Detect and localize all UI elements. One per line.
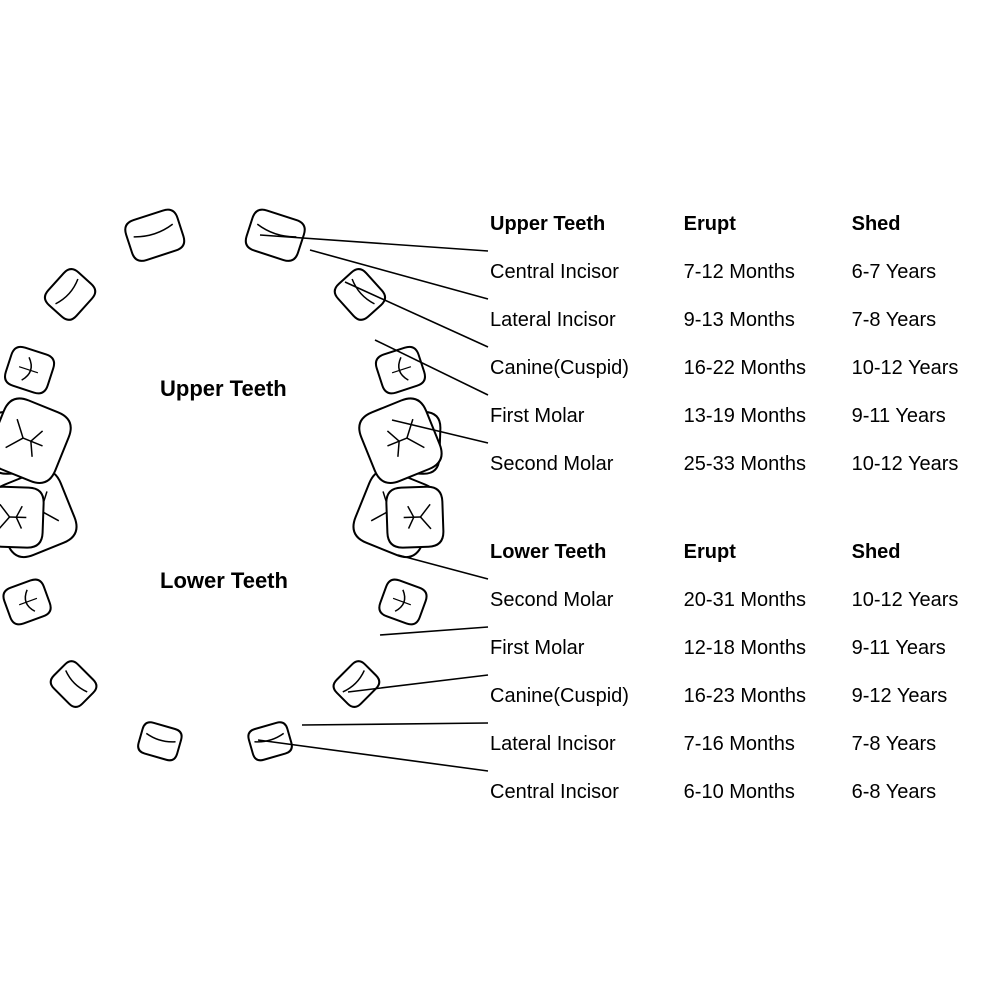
- lower-col-erupt: Erupt: [684, 528, 852, 576]
- cell-name: Second Molar: [490, 440, 684, 488]
- cell-erupt: 20-31 Months: [684, 576, 852, 624]
- table-row: Second Molar25-33 Months10-12 Years: [490, 440, 1001, 488]
- teeth-svg: [0, 0, 1001, 1001]
- lower-col-name: Lower Teeth: [490, 528, 684, 576]
- upper-title: Upper Teeth: [160, 376, 287, 402]
- cell-shed: 9-12 Years: [852, 672, 1001, 720]
- cell-shed: 9-11 Years: [852, 392, 1001, 440]
- table-row: Lateral Incisor9-13 Months7-8 Years: [490, 296, 1001, 344]
- upper-col-shed: Shed: [852, 200, 1001, 248]
- cell-erupt: 7-16 Months: [684, 720, 852, 768]
- lower-header-row: Lower Teeth Erupt Shed: [490, 528, 1001, 576]
- cell-shed: 10-12 Years: [852, 344, 1001, 392]
- dental-chart: { "type": "anatomical-diagram", "backgro…: [0, 0, 1001, 1001]
- cell-erupt: 7-12 Months: [684, 248, 852, 296]
- cell-shed: 6-8 Years: [852, 768, 1001, 816]
- cell-name: Canine(Cuspid): [490, 672, 684, 720]
- cell-name: Second Molar: [490, 576, 684, 624]
- cell-shed: 9-11 Years: [852, 624, 1001, 672]
- cell-erupt: 16-22 Months: [684, 344, 852, 392]
- cell-shed: 7-8 Years: [852, 296, 1001, 344]
- cell-shed: 10-12 Years: [852, 576, 1001, 624]
- cell-name: Lateral Incisor: [490, 296, 684, 344]
- cell-erupt: 6-10 Months: [684, 768, 852, 816]
- cell-name: Canine(Cuspid): [490, 344, 684, 392]
- table-row: Central Incisor7-12 Months6-7 Years: [490, 248, 1001, 296]
- table-row: Canine(Cuspid)16-23 Months9-12 Years: [490, 672, 1001, 720]
- cell-name: Central Incisor: [490, 768, 684, 816]
- cell-erupt: 9-13 Months: [684, 296, 852, 344]
- upper-col-erupt: Erupt: [684, 200, 852, 248]
- upper-table: Upper Teeth Erupt Shed Central Incisor7-…: [490, 200, 1001, 488]
- table-row: First Molar13-19 Months9-11 Years: [490, 392, 1001, 440]
- lower-title: Lower Teeth: [160, 568, 288, 594]
- table-row: Canine(Cuspid)16-22 Months10-12 Years: [490, 344, 1001, 392]
- cell-shed: 7-8 Years: [852, 720, 1001, 768]
- lower-col-shed: Shed: [852, 528, 1001, 576]
- cell-erupt: 13-19 Months: [684, 392, 852, 440]
- cell-shed: 6-7 Years: [852, 248, 1001, 296]
- cell-name: First Molar: [490, 392, 684, 440]
- cell-name: Central Incisor: [490, 248, 684, 296]
- table-row: Central Incisor6-10 Months6-8 Years: [490, 768, 1001, 816]
- upper-col-name: Upper Teeth: [490, 200, 684, 248]
- cell-shed: 10-12 Years: [852, 440, 1001, 488]
- cell-erupt: 12-18 Months: [684, 624, 852, 672]
- lower-table: Lower Teeth Erupt Shed Second Molar20-31…: [490, 528, 1001, 816]
- upper-header-row: Upper Teeth Erupt Shed: [490, 200, 1001, 248]
- cell-name: First Molar: [490, 624, 684, 672]
- cell-name: Lateral Incisor: [490, 720, 684, 768]
- table-row: Second Molar20-31 Months10-12 Years: [490, 576, 1001, 624]
- table-row: Lateral Incisor7-16 Months7-8 Years: [490, 720, 1001, 768]
- cell-erupt: 25-33 Months: [684, 440, 852, 488]
- cell-erupt: 16-23 Months: [684, 672, 852, 720]
- table-row: First Molar12-18 Months9-11 Years: [490, 624, 1001, 672]
